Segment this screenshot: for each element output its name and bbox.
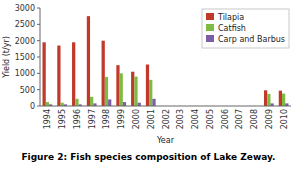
x-tick-label: 2007 <box>235 109 244 129</box>
bar <box>120 73 123 106</box>
x-tick-label: 1998 <box>102 109 111 129</box>
y-tick-label: 2000 <box>15 37 35 46</box>
bar <box>46 102 49 106</box>
x-tick-label: 2009 <box>265 109 274 129</box>
bar <box>123 102 126 106</box>
x-tick-label: 1997 <box>88 109 97 129</box>
x-tick-label: 1996 <box>73 109 82 129</box>
x-tick-label: 2008 <box>250 109 259 129</box>
x-tick-label: 1999 <box>117 109 126 129</box>
legend-frame <box>202 9 289 48</box>
y-tick-label: 3000 <box>15 4 35 13</box>
bar <box>152 99 155 106</box>
y-tick-label: 2500 <box>15 20 35 29</box>
x-tick-label: 1994 <box>43 109 52 129</box>
y-axis <box>40 8 41 106</box>
bar <box>279 91 282 106</box>
legend-label: Carp and Barbus <box>218 35 285 44</box>
legend: Tilapia Catfish Carp and Barbus <box>202 9 289 48</box>
chart: 0 500 1000 1500 2000 2500 3000 1994 1995 1996 1997… <box>0 0 297 170</box>
legend-label: Tilapia <box>217 13 244 22</box>
x-tick-label: 2006 <box>221 109 230 129</box>
bar <box>72 42 75 106</box>
legend-swatch <box>206 35 214 42</box>
x-tick-label: 2004 <box>191 109 200 129</box>
y-axis-label: Yield (t/yr) <box>2 36 11 79</box>
x-tick-label: 2005 <box>206 109 215 129</box>
bar <box>134 77 137 106</box>
bar <box>87 16 90 106</box>
bar <box>105 77 108 106</box>
y-tick-label: 1000 <box>15 69 35 78</box>
bar <box>116 65 119 106</box>
y-tick-label: 500 <box>20 86 35 95</box>
legend-swatch <box>206 24 214 31</box>
legend-swatch <box>206 13 214 20</box>
bar <box>57 46 60 106</box>
bar <box>108 99 111 106</box>
x-tick-label: 2001 <box>147 109 156 129</box>
x-tick-label: 2010 <box>280 109 289 129</box>
bar <box>149 80 152 106</box>
bar <box>131 72 134 106</box>
bar <box>102 41 105 106</box>
x-tick-label: 2000 <box>132 109 141 129</box>
y-tick-label: 0 <box>30 102 35 111</box>
bar <box>146 65 149 106</box>
bar <box>282 94 285 106</box>
caption: Figure 2: Fish species composition of La… <box>21 152 275 162</box>
bar <box>267 94 270 106</box>
y-tick-label: 1500 <box>15 53 35 62</box>
x-axis <box>40 106 291 107</box>
bar <box>43 42 46 106</box>
bar <box>75 99 78 106</box>
x-tick-label: 2002 <box>162 109 171 129</box>
bar <box>90 97 93 106</box>
legend-label: Catfish <box>218 24 246 33</box>
bar <box>264 90 267 106</box>
x-tick-label: 2003 <box>176 109 185 129</box>
x-axis-label: Year <box>156 136 175 145</box>
x-tick-label: 1995 <box>58 109 67 129</box>
